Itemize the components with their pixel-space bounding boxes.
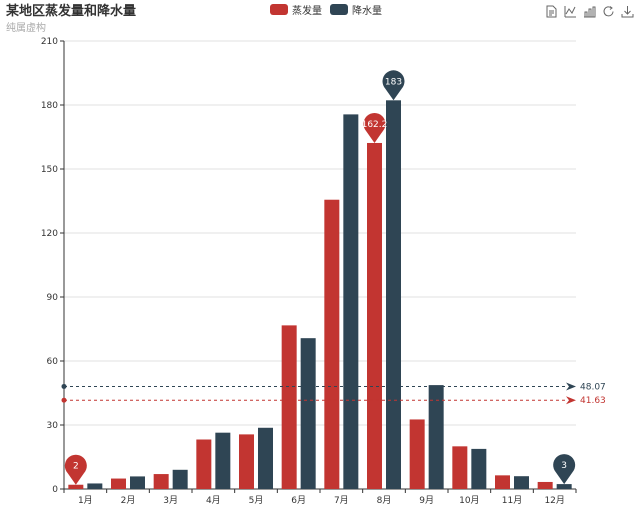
mark-point-shape — [382, 70, 405, 101]
y-tick-label: 0 — [52, 485, 58, 495]
mark-line-arrow — [566, 396, 576, 405]
bar-precipitation — [172, 469, 188, 489]
y-tick-label: 60 — [47, 357, 59, 367]
bar-evaporation — [367, 142, 382, 489]
y-tick-label: 30 — [47, 421, 59, 431]
mark-point-label: 2 — [73, 462, 79, 472]
x-tick-label: 6月 — [291, 495, 306, 506]
mark-point-pin[interactable]: 183 — [382, 70, 405, 101]
x-tick-label: 8月 — [377, 495, 392, 506]
mark-point-pin[interactable]: 162.2 — [362, 112, 388, 143]
x-tick-label: 4月 — [206, 495, 221, 506]
bar-precipitation — [471, 448, 487, 489]
line-chart-icon[interactable] — [564, 3, 577, 18]
bar-chart-icon[interactable] — [583, 3, 596, 18]
mark-point-label: 183 — [385, 77, 402, 87]
bar-evaporation — [537, 481, 553, 489]
bar-precipitation — [556, 484, 572, 489]
y-tick-label: 120 — [41, 229, 58, 239]
x-tick-label: 1月 — [78, 495, 93, 506]
bar-precipitation — [300, 338, 316, 489]
y-tick-label: 150 — [41, 165, 58, 175]
x-tick-label: 9月 — [419, 495, 434, 506]
bar-evaporation — [68, 484, 84, 489]
x-tick-label: 3月 — [163, 495, 178, 506]
bar-evaporation — [239, 434, 254, 489]
bar-precipitation — [87, 483, 103, 489]
bar-evaporation — [324, 199, 340, 489]
legend-label-evaporation: 蒸发量 — [292, 6, 322, 17]
x-tick-label: 2月 — [121, 495, 136, 506]
bar-precipitation — [514, 476, 529, 489]
legend-item-precipitation[interactable]: 降水量 — [330, 2, 382, 17]
mark-line-arrow — [566, 382, 576, 391]
bar-precipitation — [386, 100, 401, 489]
y-tick-label: 180 — [41, 101, 58, 111]
restore-icon[interactable] — [602, 3, 615, 17]
bar-precipitation — [130, 476, 145, 489]
x-tick-label: 5月 — [249, 495, 264, 506]
mark-point-label: 3 — [561, 461, 567, 471]
bar-evaporation — [153, 474, 169, 489]
bar-evaporation — [452, 446, 468, 489]
bar-precipitation — [343, 114, 359, 490]
legend-label-precipitation: 降水量 — [352, 6, 382, 17]
bar-precipitation — [215, 432, 231, 489]
save-image-icon[interactable] — [621, 3, 634, 18]
legend: 蒸发量 降水量 — [270, 2, 382, 17]
x-tick-label: 7月 — [334, 495, 349, 506]
y-tick-label: 210 — [41, 37, 58, 47]
x-tick-label: 11月 — [502, 495, 522, 506]
chart-subtitle: 纯属虚构 — [6, 23, 46, 34]
x-tick-label: 10月 — [459, 495, 479, 506]
bar-precipitation — [428, 385, 444, 489]
mark-point-shape — [64, 454, 87, 485]
mark-line-label: 48.07 — [580, 382, 606, 392]
mark-point-label: 162.2 — [362, 120, 388, 130]
bar-evaporation — [409, 419, 425, 489]
mark-point-pin[interactable]: 2 — [64, 454, 87, 485]
legend-swatch-evaporation — [270, 4, 288, 15]
mark-point-shape — [363, 112, 386, 143]
chart-title: 某地区蒸发量和降水量 — [6, 4, 137, 19]
bar-precipitation — [258, 427, 273, 489]
x-tick-label: 12月 — [544, 495, 564, 506]
legend-swatch-precipitation — [330, 4, 348, 15]
bar-evaporation — [196, 439, 212, 489]
mark-point-pin[interactable]: 3 — [553, 454, 576, 485]
bar-evaporation — [281, 325, 297, 489]
bar-evaporation — [111, 478, 126, 489]
mark-line-label: 41.63 — [580, 396, 606, 406]
toolbox — [545, 3, 634, 18]
bar-evaporation — [495, 475, 510, 489]
data-view-icon[interactable] — [545, 3, 558, 18]
mark-point-shape — [553, 454, 576, 485]
y-tick-label: 90 — [47, 293, 59, 303]
legend-item-evaporation[interactable]: 蒸发量 — [270, 2, 322, 17]
